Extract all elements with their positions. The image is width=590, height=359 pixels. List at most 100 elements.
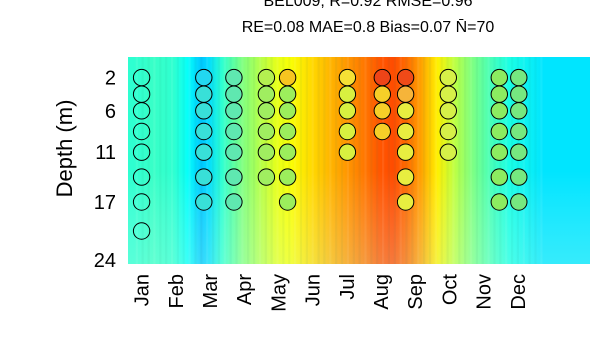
title-line-2: RE=0.08 MAE=0.8 Bias=0.07 N̄=70 bbox=[242, 19, 495, 36]
observation-point bbox=[195, 68, 213, 87]
heatmap-streak bbox=[311, 57, 314, 264]
y-tick-label: 17 bbox=[94, 192, 116, 214]
observation-point bbox=[490, 102, 508, 120]
observation-point bbox=[396, 102, 415, 120]
observation-point bbox=[195, 193, 213, 211]
observation-point bbox=[257, 122, 276, 141]
observation-point bbox=[225, 68, 243, 87]
observation-point bbox=[195, 102, 213, 120]
heatmap-streak bbox=[464, 57, 467, 264]
observation-point bbox=[257, 68, 276, 87]
observation-point bbox=[225, 143, 243, 161]
heatmap-streak bbox=[194, 57, 197, 264]
observation-point bbox=[225, 193, 243, 211]
observation-point bbox=[132, 143, 151, 161]
heatmap-streak bbox=[217, 57, 220, 264]
heatmap-streak bbox=[411, 57, 414, 264]
y-tick-label: 24 bbox=[94, 250, 116, 272]
heatmap-streak bbox=[282, 57, 285, 264]
observation-point bbox=[278, 68, 297, 87]
observation-point bbox=[278, 85, 297, 103]
observation-point bbox=[439, 143, 457, 161]
heatmap-streak bbox=[469, 57, 473, 264]
observation-point bbox=[490, 168, 508, 186]
observation-point bbox=[257, 143, 276, 161]
observation-point bbox=[439, 102, 457, 120]
observation-point bbox=[257, 85, 276, 103]
observation-point bbox=[510, 122, 528, 141]
observation-markers bbox=[132, 68, 528, 240]
heatmap-streak bbox=[276, 57, 279, 264]
heatmap-streak bbox=[335, 57, 338, 264]
heatmap-streak bbox=[487, 57, 490, 264]
observation-point bbox=[510, 168, 528, 186]
observation-point bbox=[132, 168, 151, 186]
plot-area bbox=[128, 57, 590, 264]
heatmap-streak bbox=[258, 57, 262, 264]
observation-point bbox=[510, 85, 528, 103]
observation-point bbox=[195, 168, 213, 186]
heatmap-streak bbox=[505, 57, 508, 264]
observation-point bbox=[490, 193, 508, 211]
observation-point bbox=[195, 122, 213, 141]
observation-point bbox=[439, 85, 457, 103]
heatmap-streak bbox=[417, 57, 420, 264]
heatmap-streak bbox=[475, 57, 478, 264]
x-tick-label: Jul bbox=[337, 274, 359, 300]
observation-point bbox=[225, 122, 243, 141]
x-tick-label: Apr bbox=[234, 274, 256, 305]
observation-point bbox=[510, 143, 528, 161]
heatmap-streak bbox=[159, 57, 162, 264]
observation-point bbox=[439, 122, 457, 141]
observation-point bbox=[510, 102, 528, 120]
heatmap-streak bbox=[305, 57, 308, 264]
heatmap-streak bbox=[364, 57, 367, 264]
observation-point bbox=[338, 85, 357, 103]
observation-point bbox=[490, 122, 508, 141]
observation-point bbox=[338, 102, 357, 120]
observation-point bbox=[373, 102, 391, 120]
heatmap-streak bbox=[212, 57, 215, 264]
heatmap-streak bbox=[253, 57, 256, 264]
observation-point bbox=[278, 143, 297, 161]
y-tick-label: 6 bbox=[105, 101, 116, 123]
observation-point bbox=[510, 68, 528, 87]
heatmap-streak bbox=[340, 57, 344, 264]
heatmap-streak bbox=[270, 57, 273, 264]
observation-point bbox=[338, 143, 357, 161]
x-tick-label: Jun bbox=[303, 274, 325, 306]
observation-point bbox=[225, 85, 243, 103]
observation-point bbox=[490, 143, 508, 161]
heatmap-streak bbox=[511, 57, 514, 264]
observation-point bbox=[278, 102, 297, 120]
observation-point bbox=[278, 122, 297, 141]
heatmap-streak bbox=[176, 57, 179, 264]
x-tick-label: Aug bbox=[371, 274, 393, 310]
heatmap-streak bbox=[387, 57, 390, 264]
heatmap-streak bbox=[294, 57, 297, 264]
observation-point bbox=[490, 68, 508, 87]
x-tick-label: May bbox=[268, 274, 290, 312]
observation-point bbox=[373, 68, 391, 87]
heatmap-streak bbox=[206, 57, 209, 264]
heatmap-streak bbox=[399, 57, 402, 264]
x-tick-label: Sep bbox=[405, 274, 427, 310]
heatmap-streak bbox=[481, 57, 484, 264]
heatmap-streak bbox=[458, 57, 461, 264]
heatmap-streak bbox=[299, 57, 303, 264]
heatmap-streak bbox=[534, 57, 537, 264]
observation-point bbox=[278, 193, 297, 211]
chart-title: BEL009, R=0.92 RMSE=0.96 RE=0.08 MAE=0.8… bbox=[242, 0, 495, 36]
x-axis-ticks: Jan Feb Mar Apr May Jun Jul Aug Sep Oct Nov Dec bbox=[132, 274, 530, 312]
heatmap-streak bbox=[370, 57, 373, 264]
observation-point bbox=[373, 122, 391, 141]
heatmap-streak bbox=[522, 57, 525, 264]
title-line-1: BEL009, R=0.92 RMSE=0.96 bbox=[263, 0, 472, 10]
y-tick-label: 2 bbox=[105, 68, 116, 90]
heatmap-streak bbox=[393, 57, 396, 264]
observation-point bbox=[195, 143, 213, 161]
y-axis-ticks: 2 6 11 17 24 bbox=[94, 68, 116, 272]
observation-point bbox=[225, 168, 243, 186]
heatmap-streak bbox=[329, 57, 332, 264]
